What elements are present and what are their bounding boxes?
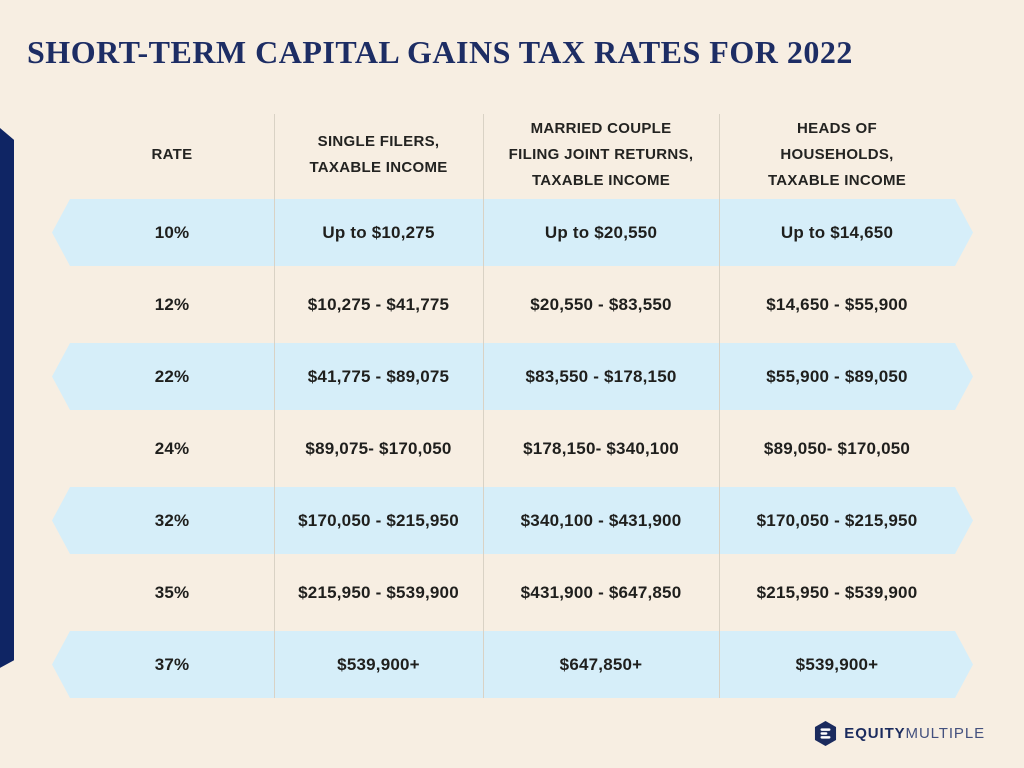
heads-of-household-cell: $539,900+ <box>795 655 879 674</box>
married-joint-cell: Up to $20,550 <box>544 223 658 242</box>
single-filers-cell: $170,050 - $215,950 <box>298 511 459 530</box>
column-divider <box>719 114 720 698</box>
heads-of-household-cell: $170,050 - $215,950 <box>756 511 918 530</box>
single-filers-cell: Up to $10,275 <box>322 223 435 242</box>
row-highlight-ribbon <box>52 343 973 410</box>
page-title: SHORT-TERM CAPITAL GAINS TAX RATES FOR 2… <box>27 34 853 70</box>
table-row: 24% $89,075- $170,050 $178,150- $340,100… <box>52 413 973 485</box>
tax-rates-table: RATE SINGLE FILERS, TAXABLE INCOME MARRI… <box>52 112 973 701</box>
header-married-joint: MARRIED COUPLE FILING JOINT RETURNS, TAX… <box>483 112 719 197</box>
rate-cell: 12% <box>154 295 190 314</box>
table-row: 35% $215,950 - $539,900 $431,900 - $647,… <box>52 557 973 629</box>
married-joint-cell: $83,550 - $178,150 <box>525 367 677 386</box>
header-line: TAXABLE INCOME <box>531 171 671 189</box>
rate-cell: 24% <box>154 439 190 458</box>
single-filers-cell: $41,775 - $89,075 <box>307 367 450 386</box>
logo-text-equity: EQUITY <box>844 725 906 742</box>
rate-cell: 37% <box>154 655 190 674</box>
equitymultiple-hexagon-icon <box>815 721 837 746</box>
married-joint-cell: $431,900 - $647,850 <box>520 583 682 602</box>
table-header-row: RATE SINGLE FILERS, TAXABLE INCOME MARRI… <box>52 112 973 197</box>
equitymultiple-logo: EQUITYMULTIPLE <box>814 721 985 746</box>
heads-of-household-cell: Up to $14,650 <box>780 223 894 242</box>
single-filers-cell: $10,275 - $41,775 <box>307 295 450 314</box>
married-joint-cell: $340,100 - $431,900 <box>520 511 682 530</box>
header-line: SINGLE FILERS, <box>317 132 440 150</box>
logo-text-multiple: MULTIPLE <box>905 725 985 742</box>
single-filers-cell: $215,950 - $539,900 <box>298 583 459 602</box>
table-row: 37% $539,900+ $647,850+ $539,900+ <box>52 629 973 701</box>
rate-cell: 35% <box>154 583 190 602</box>
logo-wordmark: EQUITYMULTIPLE <box>844 725 985 742</box>
table-row: 12% $10,275 - $41,775 $20,550 - $83,550 … <box>52 269 973 341</box>
row-highlight-ribbon <box>52 487 973 554</box>
header-heads-of-household: HEADS OF HOUSEHOLDS, TAXABLE INCOME <box>719 112 973 197</box>
header-line: TAXABLE INCOME <box>309 158 448 176</box>
header-line: MARRIED COUPLE <box>530 119 672 137</box>
header-line: HEADS OF <box>797 119 877 137</box>
single-filers-cell: $89,075- $170,050 <box>305 439 452 458</box>
row-highlight-ribbon <box>52 199 973 266</box>
single-filers-cell: $539,900+ <box>337 655 420 674</box>
table-row: 32% $170,050 - $215,950 $340,100 - $431,… <box>52 485 973 557</box>
header-line: TAXABLE INCOME <box>767 171 907 189</box>
married-joint-cell: $178,150- $340,100 <box>523 439 679 458</box>
married-joint-cell: $647,850+ <box>559 655 643 674</box>
left-accent-ribbon <box>0 128 14 668</box>
column-divider <box>483 114 484 698</box>
header-line: RATE <box>151 145 193 163</box>
heads-of-household-cell: $14,650 - $55,900 <box>766 295 908 314</box>
heads-of-household-cell: $215,950 - $539,900 <box>756 583 918 602</box>
rate-cell: 32% <box>154 511 190 530</box>
header-line: HOUSEHOLDS, <box>780 145 894 163</box>
header-single-filers: SINGLE FILERS, TAXABLE INCOME <box>274 112 483 197</box>
header-line: FILING JOINT RETURNS, <box>508 145 694 163</box>
heads-of-household-cell: $55,900 - $89,050 <box>766 367 908 386</box>
table-row: 22% $41,775 - $89,075 $83,550 - $178,150… <box>52 341 973 413</box>
married-joint-cell: $20,550 - $83,550 <box>530 295 672 314</box>
header-rate: RATE <box>52 112 274 197</box>
row-highlight-ribbon <box>52 631 973 698</box>
heads-of-household-cell: $89,050- $170,050 <box>763 439 911 458</box>
table-row: 10% Up to $10,275 Up to $20,550 Up to $1… <box>52 197 973 269</box>
column-divider <box>274 114 275 698</box>
rate-cell: 22% <box>154 367 190 386</box>
rate-cell: 10% <box>154 223 190 242</box>
